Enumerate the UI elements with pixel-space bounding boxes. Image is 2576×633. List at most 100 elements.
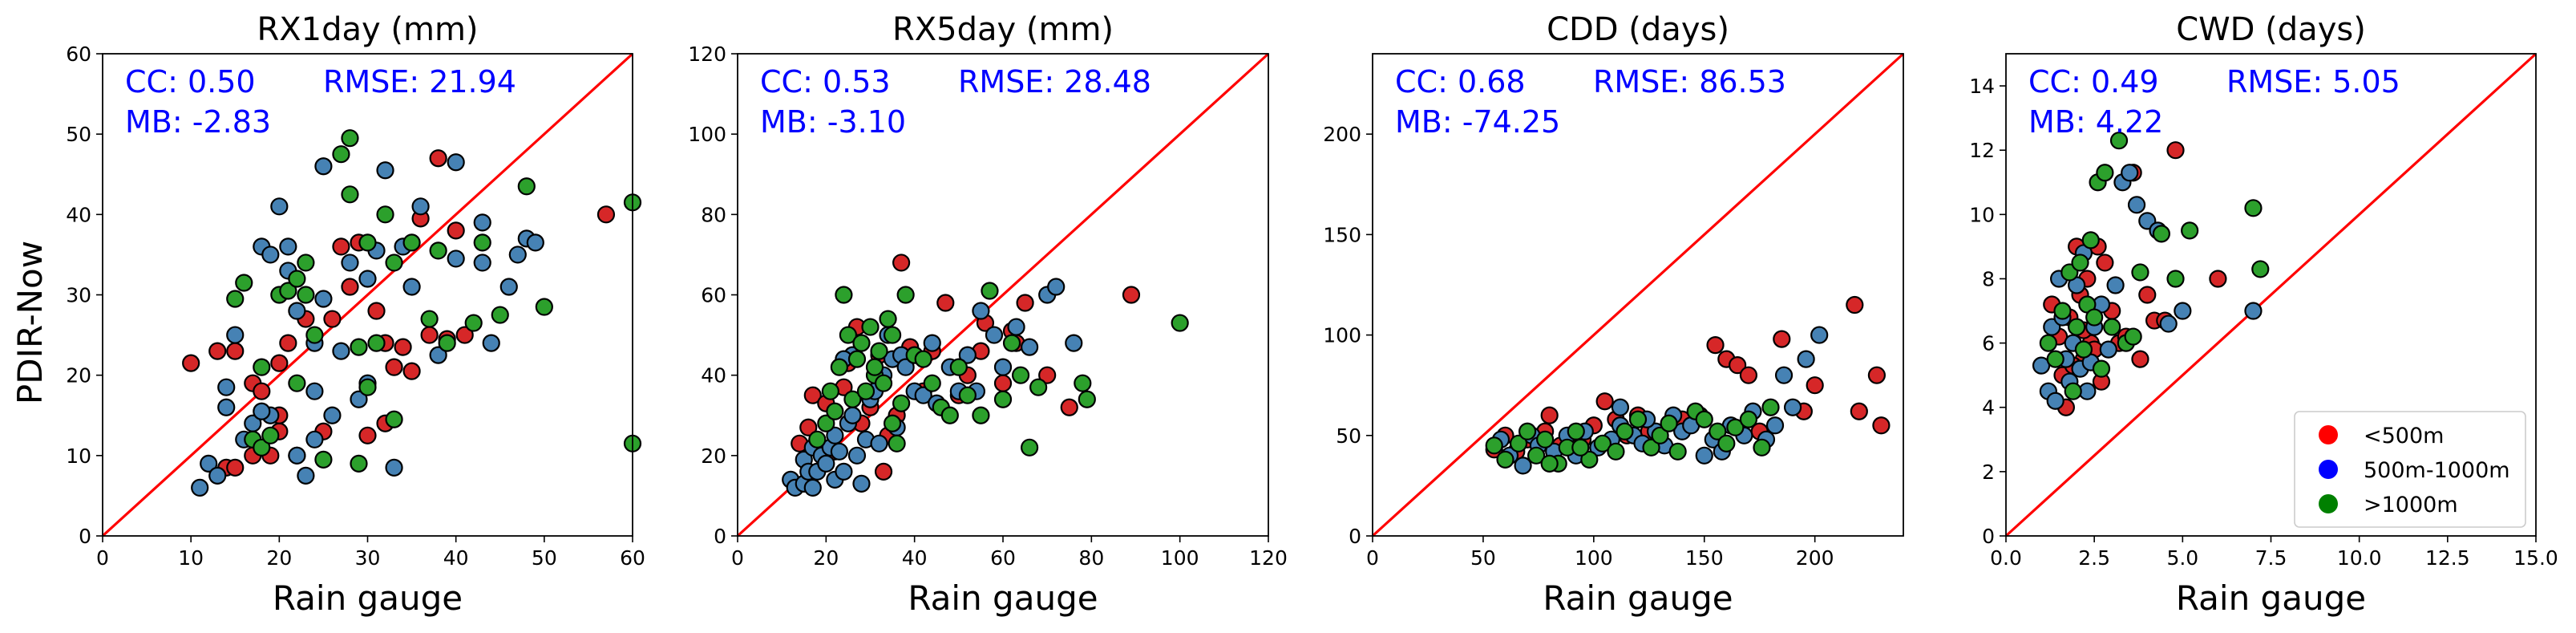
data-point (491, 306, 509, 324)
data-point (323, 310, 342, 328)
data-point (993, 390, 1013, 408)
data-point (1765, 416, 1785, 435)
one-to-one-line (101, 52, 634, 538)
data-point (1668, 442, 1687, 461)
data-point (808, 430, 827, 448)
data-point (1020, 438, 1039, 456)
y-tick-label: 50 (1336, 424, 1361, 448)
data-point (852, 474, 871, 493)
x-tick-label: 100 (1575, 546, 1613, 570)
data-point (2181, 221, 2199, 240)
data-point (972, 406, 990, 424)
x-axis-label: Rain gauge (273, 578, 463, 618)
data-point (1628, 410, 1648, 428)
data-point (208, 466, 227, 485)
data-point (402, 362, 421, 380)
chart-title: RX1day (mm) (257, 11, 478, 48)
x-axis-label: Rain gauge (2176, 578, 2366, 618)
data-point (2131, 350, 2149, 368)
data-point (429, 346, 447, 364)
data-point (253, 402, 271, 420)
data-point (350, 454, 368, 473)
legend-marker (2319, 425, 2338, 444)
x-tick-label: 60 (990, 546, 1016, 570)
mb-annotation: MB: -74.25 (1395, 104, 1560, 140)
data-point (226, 342, 245, 360)
x-tick-label: 0 (1366, 546, 1379, 570)
data-point (1709, 422, 1727, 440)
data-point (350, 390, 368, 408)
data-point (981, 282, 999, 300)
data-point (2096, 254, 2114, 272)
data-point (835, 286, 853, 304)
data-point (1797, 350, 1815, 368)
data-point (350, 338, 368, 356)
data-point (1171, 314, 1189, 332)
data-point (896, 286, 915, 304)
data-point (305, 430, 324, 448)
data-point (1540, 406, 1559, 424)
data-point (972, 302, 990, 320)
data-point (314, 157, 333, 176)
data-point (2071, 254, 2089, 272)
legend-marker (2319, 494, 2338, 513)
cc-annotation: CC: 0.50 (125, 64, 256, 99)
data-point (993, 374, 1013, 392)
data-point (2103, 318, 2121, 336)
data-point (2174, 302, 2192, 320)
legend-label: 500m-1000m (2364, 458, 2510, 483)
data-point (288, 446, 306, 465)
y-tick-label: 6 (1982, 332, 1995, 355)
series-3 (226, 129, 642, 473)
chart-title: CWD (days) (2176, 11, 2366, 48)
data-point (2138, 286, 2157, 304)
data-point (226, 290, 245, 308)
data-point (1580, 450, 1599, 469)
data-point (429, 149, 447, 168)
data-point (826, 426, 844, 444)
data-point (2131, 263, 2149, 282)
y-tick-label: 0 (714, 525, 726, 548)
data-point (332, 237, 350, 256)
data-point (314, 290, 333, 308)
data-point (1485, 436, 1503, 455)
data-point (2074, 340, 2093, 359)
data-point (279, 282, 297, 300)
data-point (402, 233, 421, 252)
data-point (1074, 374, 1092, 392)
data-point (1047, 278, 1066, 296)
data-point (438, 334, 456, 352)
data-point (1706, 336, 1725, 355)
x-tick-label: 0.0 (1990, 546, 2022, 570)
data-point (839, 326, 858, 344)
data-point (2159, 314, 2178, 333)
x-axis-label: Rain gauge (908, 578, 1098, 618)
data-point (473, 233, 491, 252)
data-point (888, 434, 906, 452)
data-point (923, 374, 941, 392)
data-point (314, 450, 333, 469)
data-point (883, 326, 902, 344)
data-point (429, 241, 447, 260)
data-point (464, 314, 483, 332)
data-point (1774, 366, 1793, 384)
data-point (1616, 422, 1634, 440)
data-point (385, 254, 403, 272)
data-point (508, 245, 527, 264)
data-point (332, 342, 350, 360)
y-tick-label: 150 (1323, 223, 1361, 246)
data-point (358, 270, 377, 288)
data-point (261, 426, 280, 444)
y-tick-label: 0 (79, 525, 91, 548)
data-point (1660, 414, 1678, 432)
data-point (358, 378, 377, 396)
data-point (817, 414, 835, 432)
data-point (958, 386, 977, 404)
data-point (1739, 366, 1758, 384)
data-point (2244, 199, 2263, 217)
data-point (385, 410, 403, 428)
data-point (2166, 141, 2185, 160)
data-point (830, 358, 848, 376)
data-point (1567, 422, 1585, 440)
x-tick-label: 15.0 (2513, 546, 2558, 570)
